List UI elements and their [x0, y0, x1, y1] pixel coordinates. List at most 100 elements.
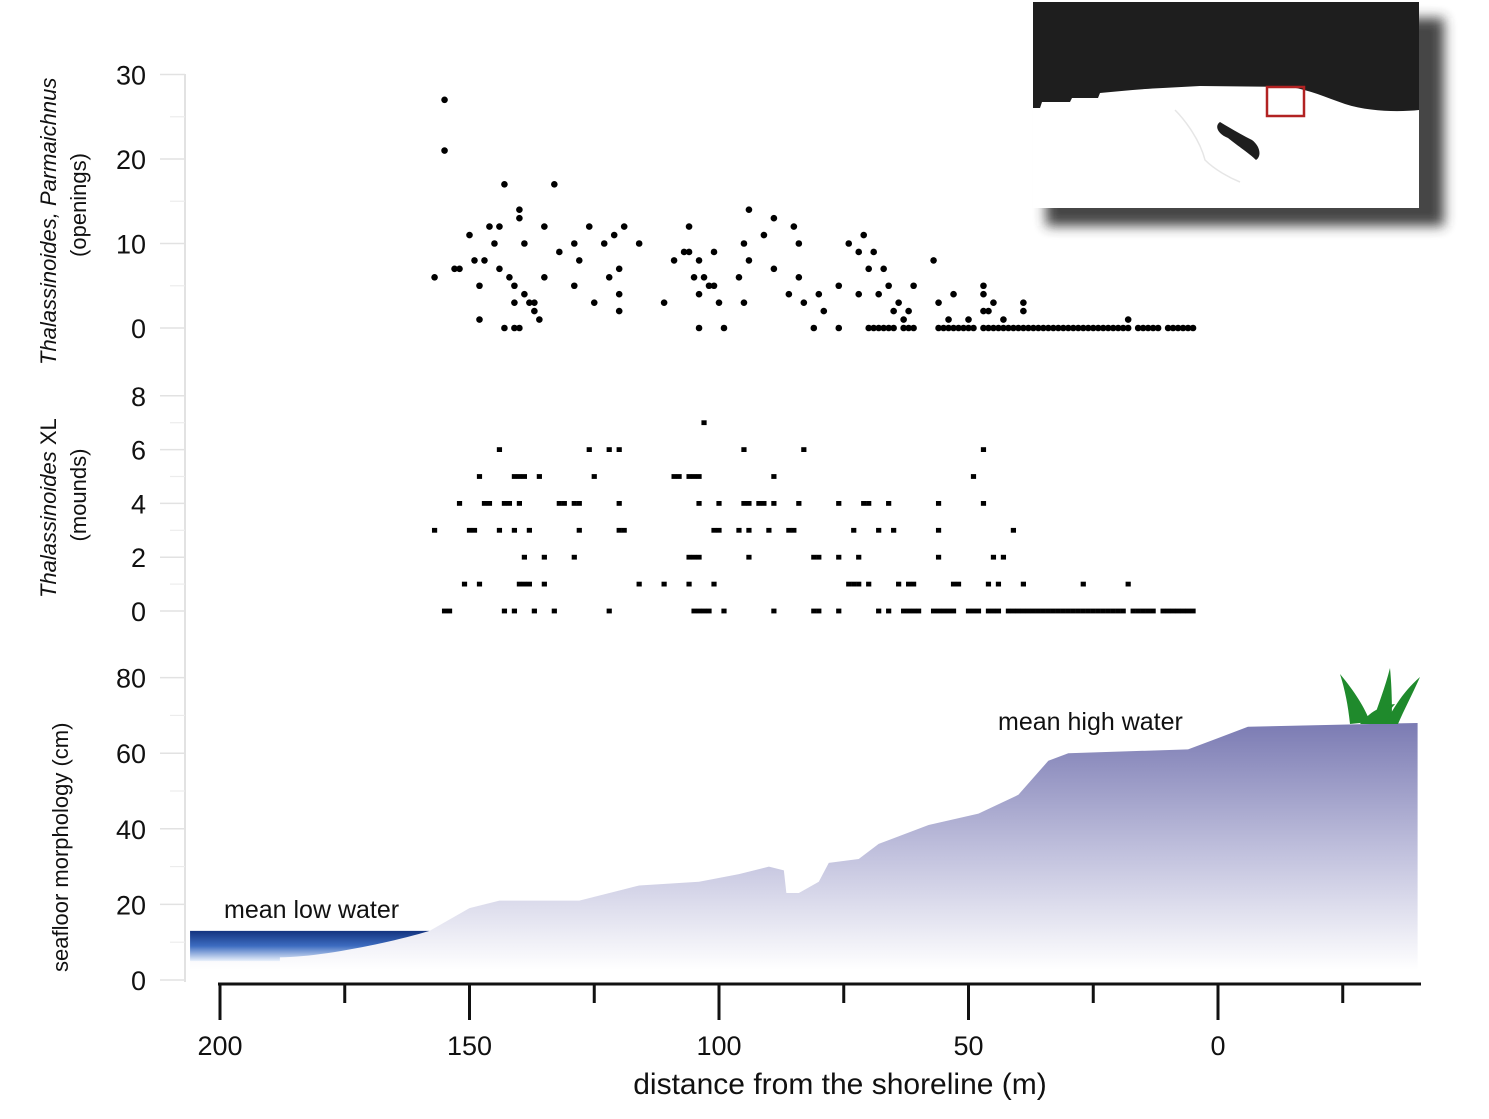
data-point: [636, 581, 642, 587]
data-point: [551, 181, 558, 188]
middle-ylabel: Thalassinoides XL: [36, 418, 61, 598]
data-point-zero: [1090, 608, 1096, 614]
data-point: [526, 581, 532, 587]
data-point-zero: [1180, 608, 1186, 614]
data-point-zero: [1035, 324, 1042, 332]
data-point-zero: [1070, 608, 1076, 614]
data-point-zero: [1060, 608, 1066, 614]
data-point: [511, 282, 518, 290]
data-point: [865, 265, 872, 273]
data-point-zero: [1095, 608, 1101, 614]
data-point-zero: [965, 324, 972, 332]
data-point: [701, 420, 707, 426]
seafloor-panel: [190, 722, 1418, 970]
data-point-zero: [985, 324, 992, 332]
data-point: [466, 231, 473, 239]
data-point-zero: [1030, 324, 1037, 332]
data-point-zero: [1110, 608, 1116, 614]
data-point: [570, 282, 578, 290]
top-ylabel-sub: (openings): [66, 153, 91, 257]
data-point-zero: [1144, 324, 1152, 332]
data-point: [660, 299, 668, 306]
data-point-zero: [935, 324, 942, 332]
data-point: [935, 554, 942, 560]
data-point-zero: [1175, 608, 1181, 614]
data-point-zero: [935, 608, 942, 614]
data-point-zero: [1020, 324, 1027, 332]
data-point-zero: [1000, 324, 1007, 332]
data-point: [461, 581, 468, 587]
data-point: [1010, 527, 1017, 533]
data-point-zero: [1170, 608, 1176, 614]
data-point: [456, 265, 463, 273]
data-point: [1000, 316, 1007, 323]
data-point: [496, 527, 503, 533]
data-point: [661, 581, 667, 587]
data-point: [795, 240, 803, 247]
data-point: [521, 240, 528, 247]
data-point: [711, 581, 717, 587]
data-point: [860, 231, 868, 239]
data-point-zero: [1074, 324, 1082, 332]
data-point-zero: [696, 608, 702, 614]
data-point: [790, 223, 798, 230]
data-point: [746, 554, 752, 560]
data-point: [476, 581, 483, 587]
data-point-zero: [1015, 608, 1021, 614]
data-point: [740, 240, 748, 247]
data-point: [705, 282, 713, 290]
data-point: [880, 265, 887, 273]
data-point: [481, 257, 488, 264]
data-point: [616, 501, 622, 506]
data-point: [466, 527, 473, 533]
data-point: [1020, 581, 1026, 587]
data-point: [541, 581, 547, 587]
data-point-zero: [1190, 608, 1196, 614]
data-point: [686, 581, 692, 587]
data-point-zero: [900, 324, 907, 332]
middle-ylabel-sub: (mounds): [66, 449, 91, 542]
data-point-zero: [1050, 608, 1056, 614]
data-point: [950, 290, 957, 298]
data-point: [496, 265, 503, 273]
data-point-zero: [1179, 324, 1187, 332]
data-point-zero: [1025, 324, 1032, 332]
y-tick-label: 10: [116, 230, 146, 260]
data-point: [741, 447, 747, 452]
data-point: [1000, 554, 1007, 560]
y-tick-label: 30: [116, 61, 146, 91]
data-point-zero: [606, 608, 612, 614]
data-point: [911, 581, 917, 587]
data-point-zero: [940, 608, 947, 614]
data-point: [691, 554, 697, 560]
data-point: [1080, 581, 1086, 587]
data-point-zero: [1164, 324, 1172, 332]
data-point: [770, 265, 778, 273]
y-tick-label: 20: [116, 145, 146, 175]
data-point: [635, 240, 643, 247]
data-point-zero: [1139, 324, 1147, 332]
data-point-zero: [691, 608, 697, 614]
data-point: [516, 501, 522, 506]
data-point-zero: [1189, 324, 1197, 332]
data-point: [965, 316, 972, 323]
data-point-zero: [501, 324, 508, 332]
data-point: [620, 223, 628, 230]
data-point: [945, 316, 952, 323]
data-point-zero: [1079, 324, 1087, 332]
data-point: [621, 527, 627, 533]
data-point: [935, 299, 942, 306]
data-point: [501, 501, 508, 506]
data-point: [521, 474, 527, 479]
data-point: [995, 581, 1002, 587]
data-point: [676, 474, 682, 479]
data-point-zero: [950, 608, 957, 614]
data-point: [541, 223, 548, 230]
data-point: [855, 248, 863, 256]
data-point: [815, 290, 823, 298]
data-point: [486, 223, 493, 230]
data-point: [930, 257, 937, 264]
data-point-zero: [516, 324, 523, 332]
data-point: [686, 554, 692, 560]
data-point-zero: [1085, 608, 1091, 614]
